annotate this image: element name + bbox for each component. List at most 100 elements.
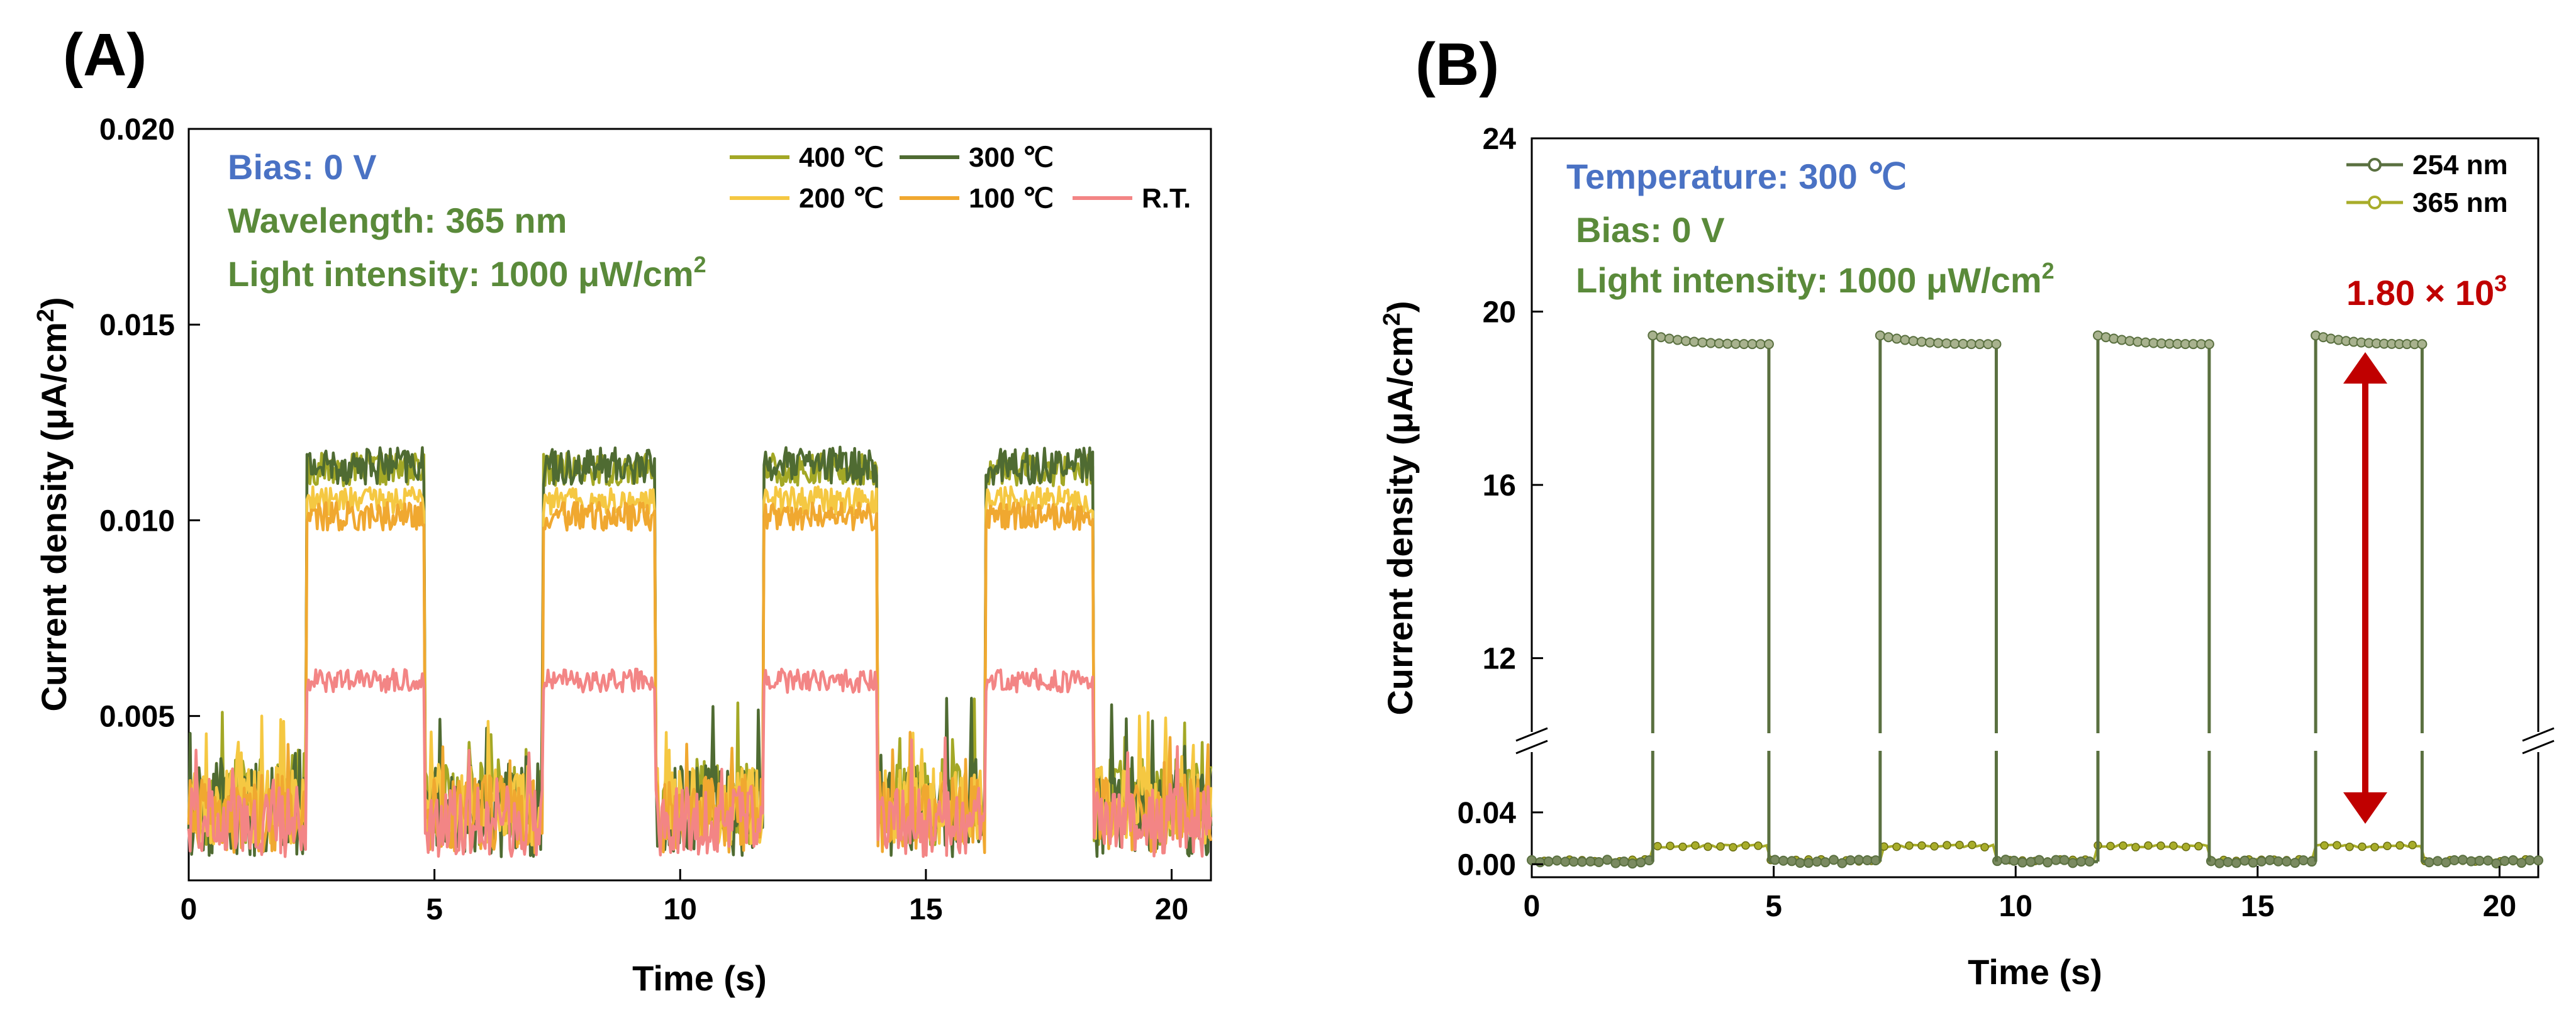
panel-b-label: (B) — [1415, 31, 1499, 98]
panel-b-series-254-point — [1568, 856, 1579, 867]
panel-b-series-254-point — [1883, 332, 1894, 343]
panel-b-series-254-point — [1787, 856, 1797, 867]
panel-b-series-254-point — [1924, 337, 1935, 348]
panel-a-y-tick-label: 0.010 — [99, 504, 175, 538]
panel-b-y-tick-label: 16 — [1483, 469, 1516, 502]
panel-b-y-tick-label: 24 — [1483, 123, 1517, 156]
panel-b-ratio-arrow — [2343, 352, 2387, 824]
panel-b-series-254-point — [2441, 857, 2451, 868]
panel-b-series-254-point — [2026, 856, 2036, 867]
panel-b-series-254-point — [2051, 855, 2061, 865]
panel-b-series-365-point — [2395, 841, 2404, 850]
panel-b-axis-break-mark — [2522, 727, 2555, 742]
panel-b-series-254-point — [2417, 339, 2428, 350]
panel-b-y-tick-label: 0.04 — [1458, 797, 1517, 830]
panel-b-series-365-point — [1754, 841, 1763, 850]
panel-a-series-line — [187, 667, 1213, 858]
panel-a-x-tick-label: 5 — [426, 893, 443, 926]
panel-b-series-254-point — [1958, 338, 1968, 349]
panel-b-series-254-point — [1908, 336, 1919, 346]
panel-b-series-254-point — [2248, 857, 2258, 868]
panel-b-legend-label: 254 nm — [2412, 150, 2508, 180]
panel-b-series-254-point — [1975, 339, 1985, 350]
panel-a-series-line — [187, 485, 1213, 847]
panel-b-series-254-point — [1739, 339, 1749, 350]
panel-b-series-365-point — [2144, 841, 2153, 850]
panel-b-series-254-point — [2424, 857, 2434, 868]
panel-a-y-tick-label: 0.020 — [99, 113, 175, 147]
panel-a-bias-annotation: Bias: 0 V — [228, 147, 377, 187]
panel-b-intensity-sup: 2 — [2042, 258, 2055, 284]
panel-b-series-254-point — [2466, 856, 2477, 867]
panel-b-series-254-point — [1543, 856, 1554, 867]
panel-b-series-254-point — [1862, 855, 1873, 865]
panel-b-series-365-point — [1955, 840, 1964, 850]
panel-b-series-254-point — [1892, 333, 1902, 344]
panel-b-series-254-point — [1845, 855, 1856, 866]
panel-a-y-axis-title: Current density (μA/cm2) — [33, 297, 74, 711]
panel-b-series-254-point — [1941, 338, 1952, 349]
panel-b-series-254-point — [2533, 855, 2543, 866]
panel-b-series-254-point — [1585, 856, 1596, 867]
panel-b-series-365-point — [2345, 842, 2354, 851]
panel-a-y-tick-label: 0.005 — [99, 701, 175, 734]
panel-b-series-365-point — [1666, 841, 1675, 850]
panel-b-series-254-point — [1991, 339, 2002, 350]
panel-b-series-254-point — [2508, 855, 2518, 865]
panel-b-series-254-point — [2499, 856, 2510, 867]
panel-b-series-254-point — [1552, 855, 1562, 866]
panel-b-series-365-point — [2333, 841, 2341, 850]
panel-b-series-365-point — [2119, 841, 2127, 850]
panel-b-series-365-point — [1968, 840, 1977, 850]
panel-b-y-axis-title: Current density (μA/cm2) — [1379, 301, 1420, 715]
panel-b-temperature-annotation: Temperature: 300 ℃ — [1566, 157, 1907, 196]
panel-b-legend-marker — [2368, 158, 2382, 172]
panel-b-series-254-point — [2433, 856, 2443, 867]
panel-b-series-254-point — [2043, 857, 2053, 868]
panel-b-series-254-point — [1747, 339, 1758, 350]
panel-a-legend-label: R.T. — [1142, 183, 1191, 214]
panel-b-axis-break-mark — [1515, 727, 1548, 742]
panel-b-series-365-point — [1741, 841, 1750, 850]
panel-a: (A) 0 5 10 15 20 0.005 0.010 0.015 0.020 Bias: 0… — [33, 21, 1213, 998]
panel-b-series-254-point — [1560, 856, 1571, 867]
panel-b: (B) 0 5 10 15 20 12 16 20 24 0.00 0.04 Temperature… — [1379, 31, 2555, 992]
panel-b-series-254-point — [1656, 332, 1666, 343]
panel-b-series-254-point — [1648, 330, 1658, 341]
panel-a-x-tick-label: 15 — [909, 893, 942, 926]
panel-a-x-tick-label: 20 — [1155, 893, 1188, 926]
panel-b-series-365-point — [2320, 841, 2329, 850]
panel-b-series-365-point — [1691, 841, 1700, 850]
panel-a-legend-label: 300 ℃ — [969, 142, 1054, 173]
panel-a-label: (A) — [63, 21, 147, 89]
panel-a-x-tick-label: 0 — [181, 893, 198, 926]
panel-b-series-254-point — [2231, 858, 2241, 868]
panel-b-series-254-point — [2084, 856, 2095, 867]
panel-b-y-tick-label: 12 — [1483, 643, 1516, 676]
panel-b-x-axis-title: Time (s) — [1968, 952, 2102, 992]
panel-b-series-254-point — [1705, 338, 1716, 348]
panel-b-series-365-point — [1653, 841, 1662, 851]
panel-b-series-254-point — [2458, 855, 2468, 865]
panel-b-series-365-point — [1930, 842, 1939, 851]
panel-b-series-365-point — [1905, 841, 1914, 850]
panel-b-series-254-point — [1755, 339, 1766, 350]
panel-b-series-254-point — [1763, 339, 1774, 350]
panel-b-series-254-point — [1900, 335, 1910, 345]
panel-b-series-254-point — [1619, 856, 1629, 867]
panel-b-series-254-point — [2449, 855, 2460, 865]
panel-b-series-254-point — [2068, 858, 2078, 868]
panel-b-series-254-point — [1535, 857, 1546, 868]
panel-b-series-254-point — [1812, 856, 1822, 867]
panel-b-series-254-point — [2516, 858, 2527, 868]
panel-b-series-365-point — [2383, 841, 2392, 850]
panel-b-series-254-point — [1627, 858, 1637, 869]
panel-b-series-365-point — [1678, 842, 1687, 851]
panel-a-axes: 0 5 10 15 20 0.005 0.010 0.015 0.020 — [99, 113, 1188, 926]
panel-b-series-365-point — [2370, 843, 2379, 851]
panel-a-legend-label: 100 ℃ — [969, 183, 1054, 214]
panel-b-series-group — [1527, 330, 2543, 869]
panel-b-series-365-point — [2194, 841, 2203, 851]
panel-a-x-axis-title: Time (s) — [632, 958, 767, 998]
panel-b-plot-frame — [1531, 137, 2540, 878]
